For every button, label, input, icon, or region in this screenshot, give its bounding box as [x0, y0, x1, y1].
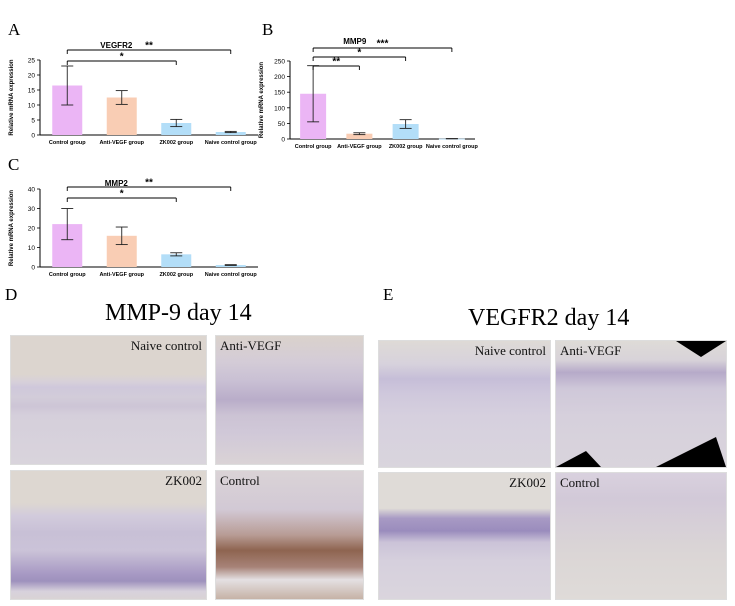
panel-label-c: C: [8, 155, 20, 174]
vegfr2-ihc-title: VEGFR2 day 14: [468, 305, 630, 331]
x-tick-label: Anti-VEGF group: [99, 140, 144, 146]
image-caption: Naive control: [474, 343, 546, 358]
y-tick-label: 25: [28, 58, 36, 65]
vegfr2-bar-chart: VEGFR2 0 5 10 15 20 25 Relative mRNA expression…: [9, 41, 258, 146]
vegfr2-anti-vegf-image: Anti-VEGF: [555, 340, 727, 468]
image-caption: Anti-VEGF: [560, 343, 622, 358]
significance-label: *: [120, 52, 124, 63]
significance-label: **: [145, 178, 153, 189]
mmp9-control-image: Control: [215, 470, 364, 600]
y-tick-label: 100: [274, 105, 285, 112]
vegfr2-naive-control-image: Naive control: [378, 340, 551, 468]
panel-label-d: D: [5, 285, 18, 304]
x-tick-label: Anti-VEGF group: [99, 272, 144, 278]
y-tick-label: 0: [31, 265, 35, 272]
y-tick-label: 20: [28, 226, 36, 233]
y-axis-label: Relative mRNA expression: [9, 59, 15, 135]
bar: [346, 133, 373, 139]
x-tick-label: ZK002 group: [159, 140, 193, 146]
chart-title: VEGFR2: [100, 41, 133, 50]
x-tick-label: Naive control group: [205, 140, 258, 146]
mmp2-bar-chart: MMP2 0 10 20 30 40 Relative mRNA expression Con…: [9, 178, 258, 278]
y-tick-label: 10: [28, 103, 36, 110]
x-tick-label: Control group: [49, 140, 86, 146]
y-tick-label: 250: [274, 59, 285, 66]
y-tick-label: 0: [281, 137, 285, 144]
significance-label: *: [120, 189, 124, 200]
bar: [161, 254, 192, 267]
y-tick-label: 30: [28, 206, 36, 213]
significance-label: ***: [377, 39, 389, 50]
chart-title: MMP9: [343, 37, 367, 46]
mmp9-naive-control-image: Naive control: [10, 335, 207, 465]
x-tick-label: Naive control group: [426, 144, 479, 150]
image-caption: ZK002: [165, 473, 202, 488]
y-tick-label: 15: [28, 88, 36, 95]
significance-label: **: [145, 41, 153, 52]
mmp9-anti-vegf-image: Anti-VEGF: [215, 335, 364, 465]
image-caption: Control: [220, 473, 260, 488]
y-tick-label: 0: [31, 133, 35, 140]
significance-label: **: [332, 57, 340, 68]
y-axis-label: Relative mRNA expression: [9, 190, 15, 266]
vegfr2-zk002-image: ZK002: [378, 472, 551, 600]
panel-label-b: B: [262, 20, 274, 39]
black-triangle-marks: [556, 341, 726, 467]
x-tick-label: ZK002 group: [159, 272, 193, 278]
y-axis-label: Relative mRNA expression: [259, 62, 265, 138]
significance-label: *: [357, 48, 361, 59]
y-tick-label: 50: [278, 121, 286, 128]
image-caption: Control: [560, 475, 600, 490]
y-tick-label: 200: [274, 74, 285, 81]
y-tick-label: 20: [28, 73, 36, 80]
y-tick-label: 40: [28, 187, 36, 194]
image-caption: Naive control: [130, 338, 202, 353]
mmp9-zk002-image: ZK002: [10, 470, 207, 600]
panel-label-a: A: [8, 20, 21, 39]
x-tick-label: Anti-VEGF group: [337, 144, 382, 150]
mmp9-ihc-title: MMP-9 day 14: [105, 300, 252, 326]
y-tick-label: 150: [274, 90, 285, 97]
bar: [161, 123, 192, 135]
x-tick-label: ZK002 group: [389, 144, 423, 150]
image-caption: Anti-VEGF: [220, 338, 282, 353]
panel-label-e: E: [383, 285, 394, 304]
bar: [215, 265, 246, 267]
y-tick-label: 5: [31, 118, 35, 125]
chart-title: MMP2: [105, 179, 129, 188]
mmp9-bar-chart: MMP9 0 50 100 150 200 250 Relative mRNA express…: [259, 37, 479, 150]
y-tick-label: 10: [28, 245, 36, 252]
x-tick-label: Control group: [49, 272, 86, 278]
vegfr2-control-image: Control: [555, 472, 727, 600]
x-tick-label: Control group: [295, 144, 332, 150]
x-tick-label: Naive control group: [205, 272, 258, 278]
bar: [392, 124, 419, 139]
image-caption: ZK002: [509, 475, 546, 490]
bar: [215, 132, 246, 135]
